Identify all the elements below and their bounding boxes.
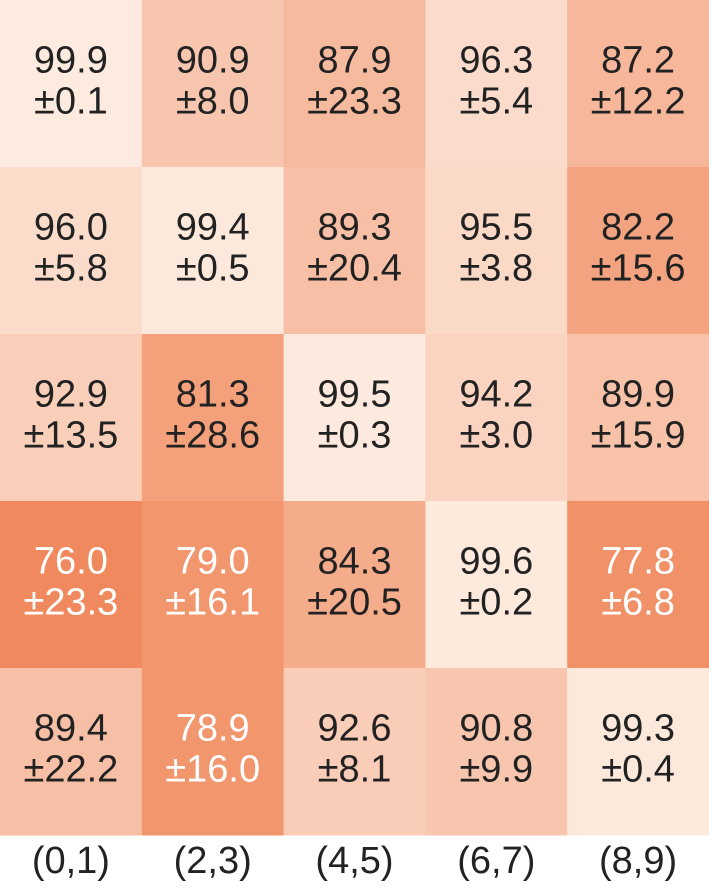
cell-error: ±0.1 (34, 81, 108, 123)
heatmap-cell (141, 334, 285, 502)
cell-error: ±5.8 (34, 248, 108, 290)
heatmap-cell (0, 501, 143, 669)
cell-error: ±23.3 (23, 582, 118, 624)
heatmap-cell (283, 501, 426, 669)
heatmap-cell (425, 668, 568, 836)
cell-value: 84.3 (318, 541, 392, 583)
cell-value: 99.3 (601, 708, 675, 750)
cell-value: 99.6 (459, 541, 533, 583)
cell-error: ±16.1 (165, 582, 260, 624)
cell-value: 76.0 (34, 541, 108, 583)
cell-value: 77.8 (601, 541, 675, 583)
cell-error: ±0.4 (601, 749, 675, 791)
cell-value: 99.5 (318, 374, 392, 416)
cell-value: 90.8 (459, 708, 533, 750)
heatmap-cell (283, 334, 426, 502)
cell-value: 99.9 (34, 40, 108, 82)
cell-error: ±16.0 (165, 749, 260, 791)
x-tick-label: (0,1) (32, 840, 110, 882)
heatmap-cell (425, 501, 568, 669)
cell-value: 96.0 (34, 207, 108, 249)
cell-error: ±6.8 (601, 582, 675, 624)
x-tick-label: (6,7) (457, 840, 535, 882)
heatmap-cell (0, 167, 143, 335)
cell-value: 87.9 (318, 40, 392, 82)
heatmap-cell (567, 0, 709, 168)
cell-value: 99.4 (176, 207, 250, 249)
x-tick-label: (8,9) (599, 840, 677, 882)
cell-value: 87.2 (601, 40, 675, 82)
cell-error: ±9.9 (459, 749, 533, 791)
cell-error: ±20.4 (307, 248, 402, 290)
heatmap-cell (567, 334, 709, 502)
heatmap-cell (425, 167, 568, 335)
cell-value: 89.3 (318, 207, 392, 249)
cell-value: 78.9 (176, 708, 250, 750)
cell-error: ±15.6 (591, 248, 686, 290)
heatmap-cell (0, 334, 143, 502)
cell-value: 92.6 (318, 708, 392, 750)
heatmap-cell (567, 167, 709, 335)
cell-error: ±15.9 (591, 415, 686, 457)
heatmap-cell (567, 501, 709, 669)
heatmap-cell (283, 668, 426, 836)
cell-value: 96.3 (459, 40, 533, 82)
cell-value: 81.3 (176, 374, 250, 416)
heatmap-cell (567, 668, 709, 836)
cell-value: 90.9 (176, 40, 250, 82)
cell-error: ±20.5 (307, 582, 402, 624)
cell-value: 79.0 (176, 541, 250, 583)
heatmap-cell (141, 0, 285, 168)
cell-error: ±0.3 (318, 415, 392, 457)
cell-error: ±0.2 (459, 582, 533, 624)
cell-value: 95.5 (459, 207, 533, 249)
heatmap-cell (141, 167, 285, 335)
heatmap-cell (425, 0, 568, 168)
cell-error: ±12.2 (591, 81, 686, 123)
heatmap-cell (0, 0, 143, 168)
cell-error: ±0.5 (176, 248, 250, 290)
heatmap-cell (283, 167, 426, 335)
cell-error: ±13.5 (23, 415, 118, 457)
cell-value: 89.4 (34, 708, 108, 750)
heatmap-cell (425, 334, 568, 502)
cell-error: ±5.4 (459, 81, 533, 123)
cell-error: ±28.6 (165, 415, 260, 457)
x-tick-label: (2,3) (174, 840, 252, 882)
x-tick-label: (4,5) (315, 840, 393, 882)
cell-error: ±8.0 (176, 81, 250, 123)
cell-error: ±3.8 (459, 248, 533, 290)
cell-value: 89.9 (601, 374, 675, 416)
heatmap-cell (283, 0, 426, 168)
heatmap-cell (141, 501, 285, 669)
heatmap-cell (141, 668, 285, 836)
cell-value: 94.2 (459, 374, 533, 416)
cell-error: ±23.3 (307, 81, 402, 123)
cell-value: 82.2 (601, 207, 675, 249)
heatmap-cell (0, 668, 143, 836)
cell-error: ±3.0 (459, 415, 533, 457)
cell-error: ±22.2 (23, 749, 118, 791)
cell-value: 92.9 (34, 374, 108, 416)
cell-error: ±8.1 (318, 749, 392, 791)
